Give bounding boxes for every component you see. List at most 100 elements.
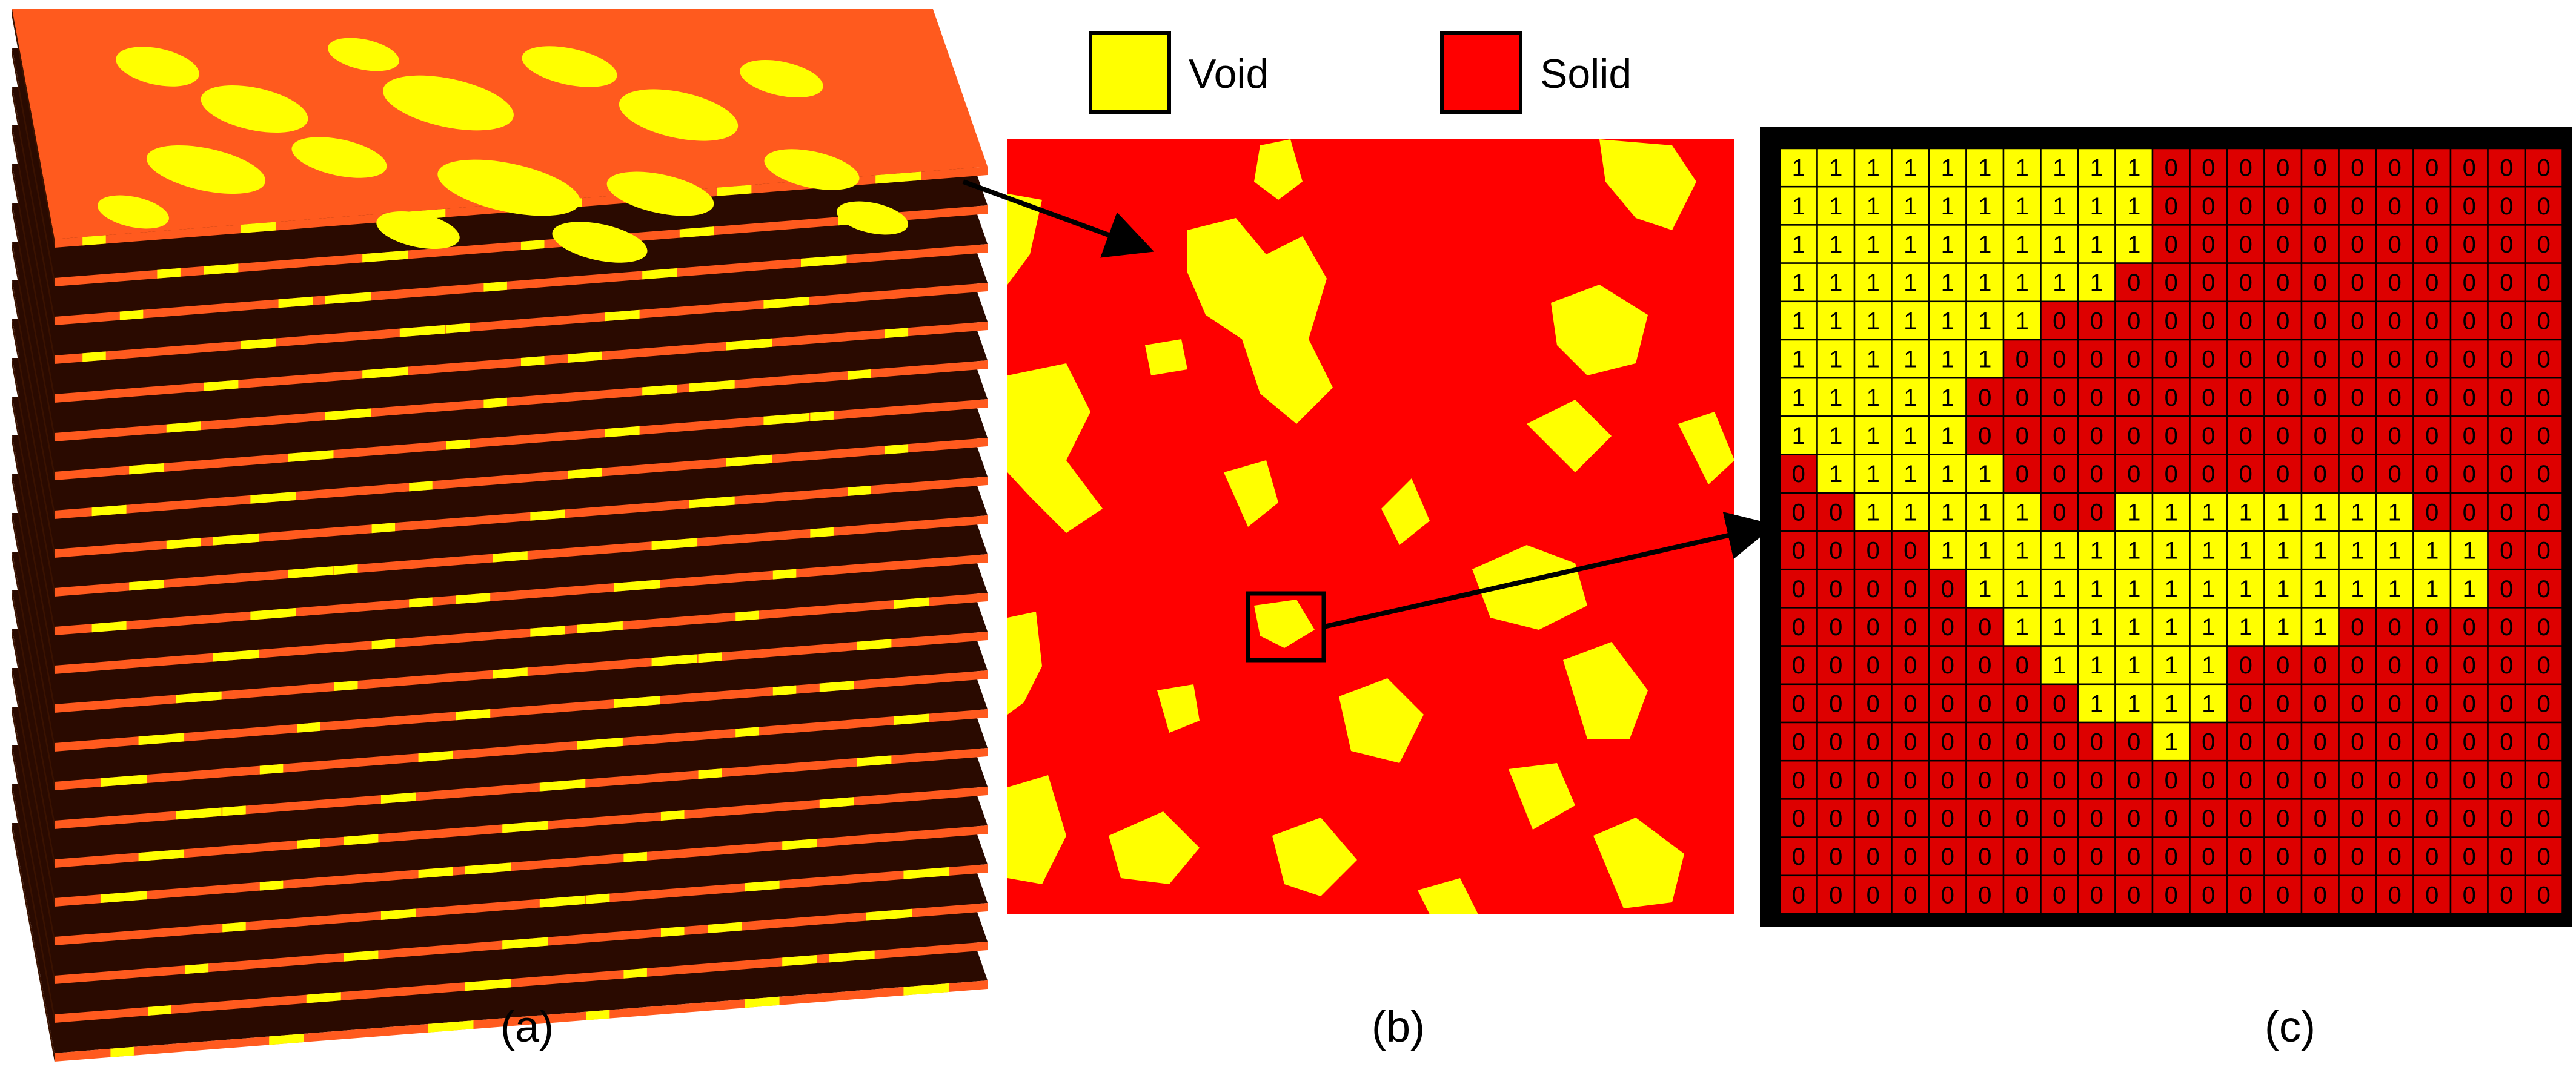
grid-cell-value: 1 [2090,690,2103,717]
grid-cell [2338,836,2377,877]
grid-cell-value: 0 [2314,652,2327,679]
slice-edge-pore [483,281,507,292]
grid-cell-value: 0 [2425,844,2438,870]
grid-cell [2338,874,2377,915]
grid-cell [1816,185,1856,226]
void-region [1599,139,1696,230]
grid-cell [1853,798,1893,838]
grid-cell [2375,607,2414,647]
grid-cell [1891,415,1930,455]
grid-cell-value: 0 [1792,805,1805,832]
void-region [1254,600,1315,648]
grid-cell-value: 0 [2463,193,2476,220]
grid-cell-value: 0 [2239,385,2252,411]
grid-cell-value: 1 [1941,193,1954,220]
grid-cell-value: 0 [1792,499,1805,526]
grid-cell-value: 0 [2016,729,2029,756]
grid-cell [1965,454,2005,494]
slice-left-edge [12,435,55,674]
grid-cell-value: 0 [2388,882,2402,908]
grid-cell-value: 0 [2388,729,2402,756]
slice-edge-pore [539,895,586,908]
grid-cell-value: 1 [1904,385,1917,411]
grid-cell-value: 0 [2351,767,2364,794]
grid-cell [2338,415,2377,455]
grid-cell [2412,683,2452,724]
grid-cell [2189,607,2228,647]
slice-edge-pore [810,411,834,421]
slice-edge-pore [91,621,127,633]
grid-cell-value: 1 [1829,269,1842,296]
grid-cell-value: 0 [2388,269,2402,296]
grid-cell-value: 0 [2276,461,2289,487]
grid-cell-value: 0 [2314,385,2327,411]
grid-cell-value: 0 [2053,690,2066,717]
void-region [1007,775,1066,884]
grid-cell [2300,339,2340,379]
grid-cell [2226,262,2265,303]
grid-cell-value: 0 [2463,155,2476,182]
grid-cell [1965,721,2005,762]
grid-cell [2524,300,2563,341]
grid-cell-value: 0 [2239,155,2252,182]
slice-left-edge [12,590,55,829]
grid-cell-value: 0 [2202,346,2215,373]
slice-edge-pore [138,849,185,862]
grid-cell-value: 1 [1904,346,1917,373]
slice-edge-pore [651,538,698,550]
panel-a-label: (a) [500,1003,554,1051]
void-region [1157,684,1200,733]
grid-cell [2524,874,2563,915]
void-region [1254,139,1303,200]
grid-cell-value: 0 [1829,767,1842,794]
grid-cell-value: 1 [1867,423,1880,449]
grid-cell [2040,415,2079,455]
grid-cell [1891,721,1930,762]
slice-edge-pore [717,185,752,196]
grid-cell-value: 0 [2425,155,2438,182]
grid-cell-value: 0 [1829,729,1842,756]
slice-edge-pore [782,954,817,967]
grid-cell-value: 0 [2425,690,2438,717]
slice-edge-pore [110,1046,134,1057]
grid-cell [1853,185,1893,226]
grid-cell [2375,415,2414,455]
grid-cell-value: 0 [2388,423,2402,449]
grid-cell-value: 0 [2425,193,2438,220]
grid-cell [1779,721,1818,762]
grid-cell [1816,798,1856,838]
grid-cell-value: 1 [2016,614,2029,641]
grid-cell [2114,798,2154,838]
grid-cell-value: 1 [1867,231,1880,258]
slice-edge-pore [213,649,259,662]
grid-cell-value: 0 [2090,346,2103,373]
grid-cell [1816,377,1856,417]
grid-cell-value: 0 [2351,882,2364,908]
grid-cell [2226,607,2265,647]
grid-cell-value: 1 [1978,231,1991,258]
grid-cell-value: 0 [2276,805,2289,832]
grid-cell-value: 1 [1829,308,1842,334]
grid-cell-value: 1 [2463,576,2476,603]
grid-cell [1965,759,2005,800]
grid-cell [1779,147,1818,188]
grid-cell-value: 0 [2053,882,2066,908]
grid-cell-value: 0 [2500,461,2513,487]
grid-cell-value: 0 [1941,576,1954,603]
grid-cell-value: 0 [2165,385,2178,411]
grid-cell [2151,339,2191,379]
slice-edge-pore [418,750,453,762]
grid-cell [2300,300,2340,341]
slice-left-edge [12,784,55,1023]
grid-cell-value: 1 [2165,538,2178,564]
grid-cell-value: 0 [2053,729,2066,756]
grid-cell [1779,568,1818,609]
legend-solid-label: Solid [1540,51,1632,97]
grid-cell-value: 0 [2127,729,2140,756]
void-region [1224,460,1278,527]
slice-top-pore [116,47,199,87]
grid-cell-value: 1 [2090,652,2103,679]
grid-cell-value: 1 [2053,538,2066,564]
grid-cell [1816,262,1856,303]
grid-cell [2449,147,2489,188]
